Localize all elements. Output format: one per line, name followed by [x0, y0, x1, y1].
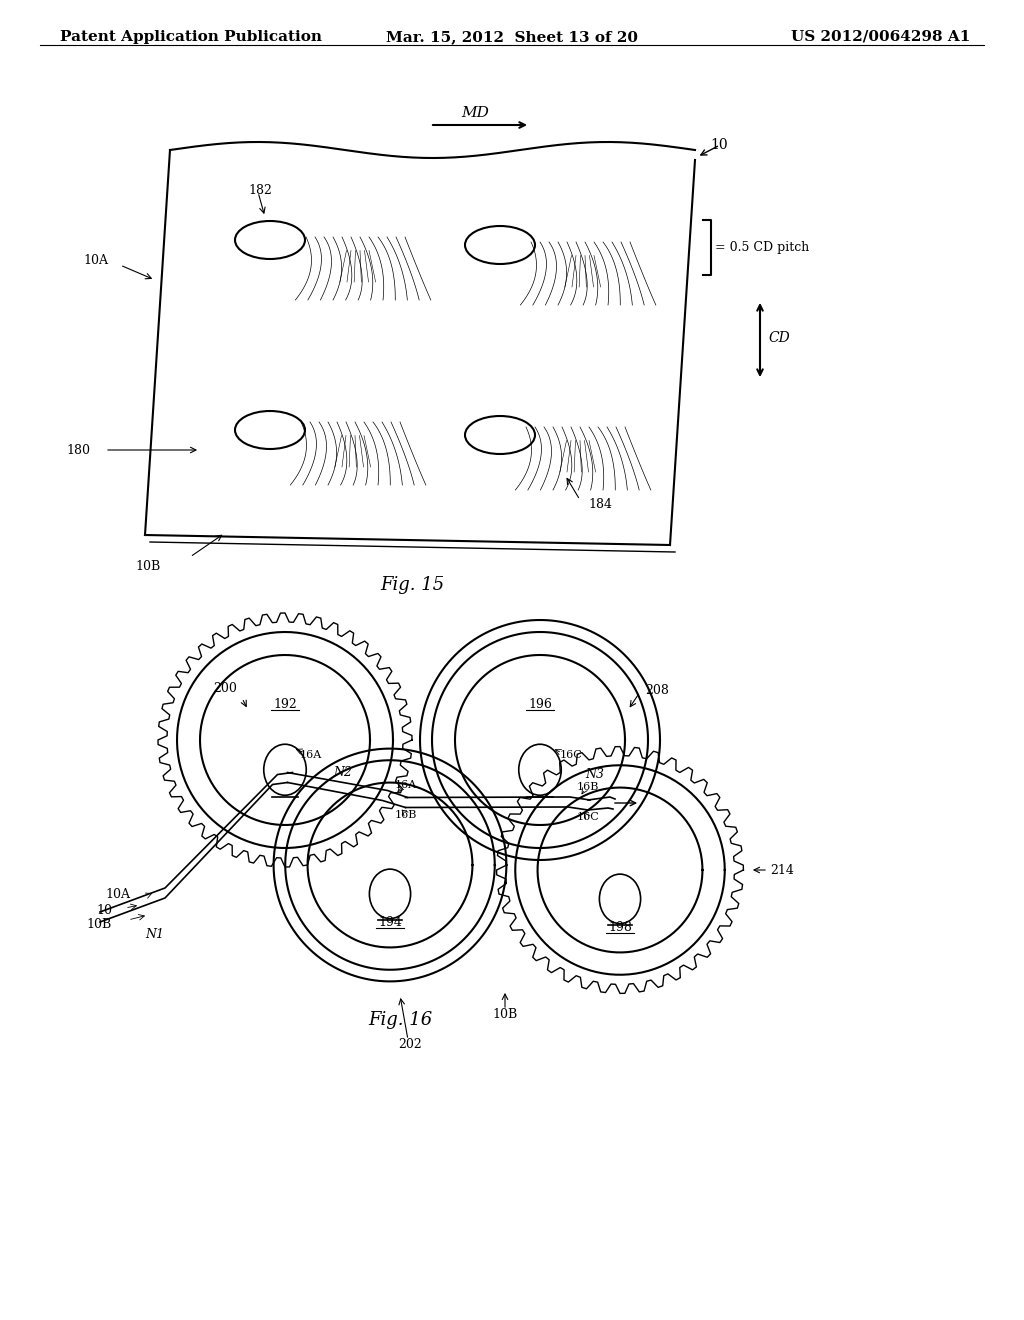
Text: 192: 192: [273, 698, 297, 711]
Text: 200: 200: [213, 682, 237, 696]
Text: 10A: 10A: [83, 253, 108, 267]
Text: = 0.5 CD pitch: = 0.5 CD pitch: [715, 242, 809, 253]
Text: 16A: 16A: [300, 750, 323, 760]
Text: 16A: 16A: [394, 780, 417, 789]
Text: 196: 196: [528, 698, 552, 711]
Text: 10: 10: [710, 139, 728, 152]
Text: 198: 198: [608, 921, 632, 935]
Text: 10B: 10B: [493, 1008, 517, 1022]
Text: Fig. 15: Fig. 15: [380, 576, 444, 594]
Text: 16B: 16B: [394, 809, 417, 820]
Text: 10B: 10B: [135, 560, 161, 573]
Text: 194: 194: [378, 916, 402, 929]
Text: 214: 214: [770, 863, 794, 876]
Text: 16B: 16B: [577, 781, 599, 792]
Text: 10: 10: [96, 903, 112, 916]
Text: 180: 180: [66, 444, 90, 457]
Text: 10A: 10A: [105, 888, 130, 902]
Text: CD: CD: [768, 331, 790, 345]
Text: N3: N3: [586, 768, 604, 781]
Text: US 2012/0064298 A1: US 2012/0064298 A1: [791, 30, 970, 44]
Text: 10B: 10B: [87, 919, 112, 932]
Text: 208: 208: [645, 684, 669, 697]
Text: N1: N1: [145, 928, 165, 941]
Text: 182: 182: [248, 183, 272, 197]
Text: 184: 184: [588, 499, 612, 511]
Text: Mar. 15, 2012  Sheet 13 of 20: Mar. 15, 2012 Sheet 13 of 20: [386, 30, 638, 44]
Text: N2: N2: [333, 766, 352, 779]
Text: MD: MD: [461, 106, 488, 120]
Text: 16C: 16C: [577, 812, 599, 822]
Text: 202: 202: [398, 1039, 422, 1052]
Text: 16C: 16C: [560, 750, 583, 760]
Text: Patent Application Publication: Patent Application Publication: [60, 30, 322, 44]
Text: Fig. 16: Fig. 16: [368, 1011, 432, 1030]
